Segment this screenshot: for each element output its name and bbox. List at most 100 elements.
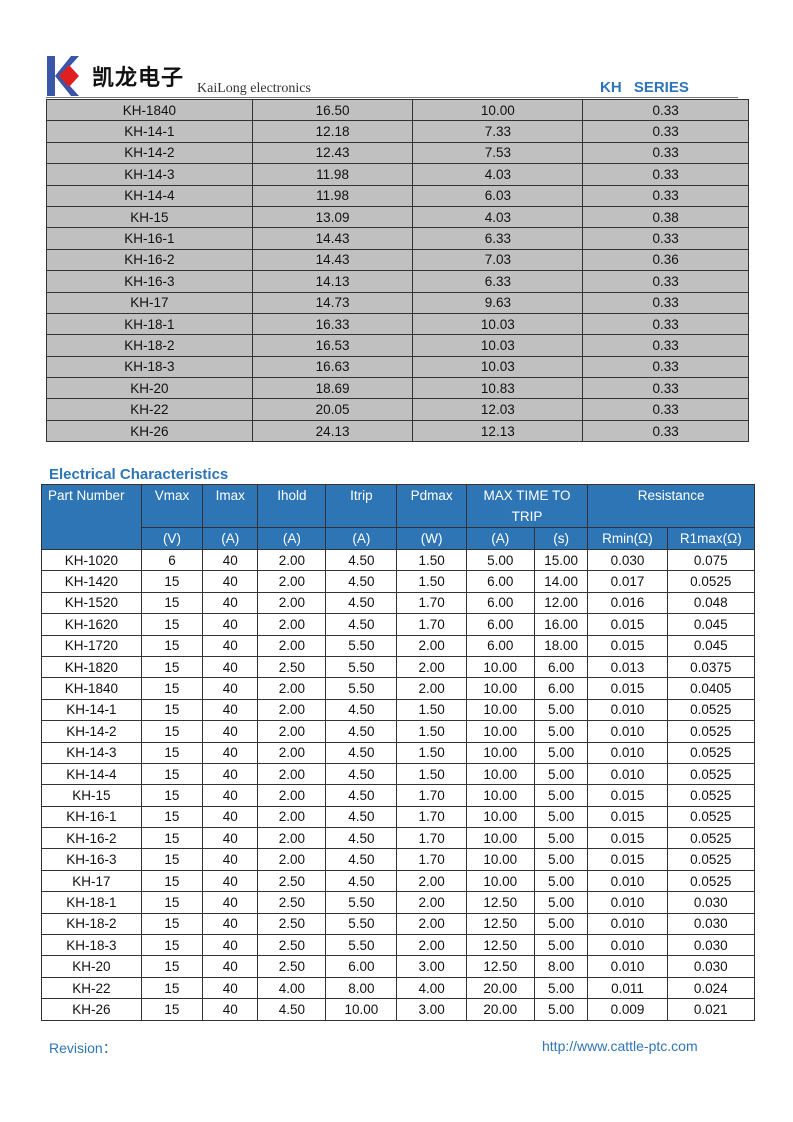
table-row: KH-26 24.13 12.13 0.33: [46, 419, 749, 443]
table-cell: 40: [202, 677, 259, 700]
table-cell: 40: [202, 655, 259, 679]
table-cell: 16.50: [251, 98, 414, 122]
table-cell: 15: [140, 998, 204, 1021]
header-vmax: Vmax: [140, 484, 204, 528]
table-cell: KH-1020: [41, 548, 142, 572]
table-cell: 16.53: [251, 334, 414, 357]
table-cell: 13.09: [251, 205, 414, 229]
table-cell: 0.0525: [666, 720, 756, 743]
table-cell: KH-26: [46, 419, 253, 443]
table-row: KH-14-3 15 40 2.00 4.50 1.50 10.00 5.00 0.010 0.0…: [41, 741, 756, 764]
table-row: KH-1420 15 40 2.00 4.50 1.50 6.00 14.00 0.017 0.0…: [41, 570, 756, 593]
table-cell: KH-16-1: [41, 805, 142, 829]
table-cell: 0.011: [587, 976, 668, 1000]
table-cell: KH-1620: [41, 613, 142, 636]
table-cell: 10.00: [325, 998, 398, 1021]
table-cell: KH-16-1: [46, 227, 253, 250]
table-cell: 2.00: [257, 805, 327, 829]
table-cell: 40: [202, 591, 259, 615]
table-cell: 40: [202, 869, 259, 893]
table-row: KH-18-3 16.63 10.03 0.33: [46, 355, 749, 379]
table-cell: KH-18-1: [46, 312, 253, 336]
table-cell: 10.00: [465, 741, 535, 764]
table-cell: 0.075: [666, 548, 756, 572]
table-cell: 4.50: [325, 784, 398, 807]
table-cell: 6.00: [465, 591, 535, 615]
table-cell: 14.43: [251, 248, 414, 272]
table-cell: 12.13: [412, 419, 584, 443]
table-cell: 15: [140, 869, 204, 893]
unit-header: (A): [325, 527, 398, 550]
table-cell: 4.03: [412, 163, 584, 186]
table-cell: 10.00: [412, 98, 584, 122]
table-cell: 0.015: [587, 848, 668, 871]
table-row: KH-14-1 15 40 2.00 4.50 1.50 10.00 5.00 0.010 0.0…: [41, 698, 756, 722]
table-cell: 4.00: [396, 976, 467, 1000]
table-cell: 0.33: [582, 355, 749, 379]
table-row: KH-17 14.73 9.63 0.33: [46, 291, 749, 314]
table-cell: 6.33: [412, 227, 584, 250]
header-resistance: Resistance: [587, 484, 755, 528]
table-cell: 2.00: [257, 784, 327, 807]
header-imax: Imax: [202, 484, 259, 528]
header-max-time-to-trip: MAX TIME TO TRIP: [465, 484, 589, 528]
table-cell: KH-18-1: [41, 891, 142, 914]
table-cell: 15: [140, 741, 204, 764]
table-cell: KH-16-3: [46, 270, 253, 293]
table-cell: 0.030: [666, 955, 756, 978]
table-cell: KH-1840: [41, 677, 142, 700]
table-cell: 10.00: [465, 784, 535, 807]
table-row: KH-16-2 15 40 2.00 4.50 1.70 10.00 5.00 0.015 0.0…: [41, 827, 756, 850]
table-cell: 4.03: [412, 205, 584, 229]
table-cell: 0.0525: [666, 848, 756, 871]
table-cell: 0.33: [582, 141, 749, 165]
table-row: KH-16-3 14.13 6.33 0.33: [46, 270, 749, 293]
table-cell: 0.0525: [666, 869, 756, 893]
table-cell: 0.030: [666, 912, 756, 936]
table-cell: KH-1420: [41, 570, 142, 593]
table-cell: 6.00: [465, 570, 535, 593]
table-row: KH-14-2 15 40 2.00 4.50 1.50 10.00 5.00 0.010 0.0…: [41, 720, 756, 743]
table-cell: KH-1840: [46, 98, 253, 122]
unit-header: (W): [396, 527, 467, 550]
table-row: KH-15 15 40 2.00 4.50 1.70 10.00 5.00 0.015 0.052…: [41, 784, 756, 807]
table-cell: 20.00: [465, 976, 535, 1000]
table-cell: 1.50: [396, 762, 467, 786]
website-link[interactable]: http://www.cattle-ptc.com: [542, 1038, 698, 1054]
table-cell: 2.00: [257, 634, 327, 657]
table-cell: 15: [140, 570, 204, 593]
table-cell: 0.0525: [666, 570, 756, 593]
table-cell: KH-15: [41, 784, 142, 807]
table-row: KH-16-1 14.43 6.33 0.33: [46, 227, 749, 250]
table-cell: 11.98: [251, 184, 414, 207]
table-row: KH-16-3 15 40 2.00 4.50 1.70 10.00 5.00 0.015 0.0…: [41, 848, 756, 871]
table-row: KH-1520 15 40 2.00 4.50 1.70 6.00 12.00 0.016 0.0…: [41, 591, 756, 615]
table-cell: 4.50: [325, 869, 398, 893]
table-cell: 4.50: [325, 591, 398, 615]
table-cell: 40: [202, 805, 259, 829]
table-cell: 40: [202, 720, 259, 743]
table-cell: 15: [140, 677, 204, 700]
table-cell: 0.010: [587, 912, 668, 936]
table-cell: 0.0525: [666, 698, 756, 722]
table-cell: KH-14-1: [41, 698, 142, 722]
table-cell: 0.0525: [666, 805, 756, 829]
table-cell: 10.00: [465, 720, 535, 743]
table-cell: 2.50: [257, 891, 327, 914]
table-row: KH-18-2 16.53 10.03 0.33: [46, 334, 749, 357]
table-cell: 1.50: [396, 741, 467, 764]
table-cell: 5.50: [325, 634, 398, 657]
table-cell: 0.010: [587, 741, 668, 764]
table-cell: 2.00: [257, 570, 327, 593]
table-cell: 10.03: [412, 355, 584, 379]
table-cell: 12.03: [412, 398, 584, 421]
table-cell: 0.010: [587, 934, 668, 957]
table-cell: 15: [140, 976, 204, 1000]
table-cell: 0.0525: [666, 784, 756, 807]
table-cell: 2.00: [396, 912, 467, 936]
table-cell: 7.53: [412, 141, 584, 165]
table-cell: 0.015: [587, 805, 668, 829]
table-cell: 5.00: [533, 720, 589, 743]
table-row: KH-14-3 11.98 4.03 0.33: [46, 163, 749, 186]
table-cell: 6.03: [412, 184, 584, 207]
